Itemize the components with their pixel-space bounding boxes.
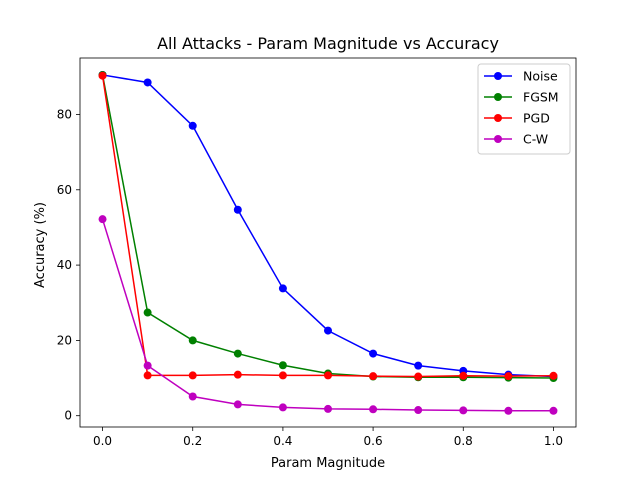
y-tick-label: 60	[57, 183, 72, 197]
data-point-c-w	[98, 215, 107, 224]
data-point-c-w	[143, 361, 152, 370]
data-point-c-w	[504, 406, 513, 415]
x-axis-label: Param Magnitude	[271, 456, 385, 471]
data-point-c-w	[459, 406, 468, 415]
y-tick-label: 0	[64, 409, 72, 423]
x-tick-label: 0.6	[364, 434, 383, 448]
legend: Noise FGSM PGD C-W	[477, 63, 571, 155]
data-point-pgd	[504, 372, 513, 381]
data-point-noise	[188, 121, 197, 130]
data-point-c-w	[233, 400, 242, 409]
data-point-pgd	[278, 371, 287, 380]
legend-box	[477, 63, 571, 155]
x-tick-label: 0.8	[454, 434, 473, 448]
data-point-noise	[278, 284, 287, 293]
data-point-pgd	[369, 372, 378, 381]
y-tick-label: 80	[57, 107, 72, 121]
legend-marker-fgsm	[494, 93, 502, 101]
data-point-fgsm	[233, 349, 242, 358]
data-point-pgd	[459, 371, 468, 380]
data-point-noise	[369, 349, 378, 358]
data-point-pgd	[98, 71, 107, 80]
legend-label-noise: Noise	[523, 69, 558, 84]
data-point-pgd	[414, 372, 423, 381]
data-point-noise	[414, 361, 423, 370]
data-point-pgd	[324, 371, 332, 380]
data-point-c-w	[188, 392, 197, 401]
plot-frame	[79, 57, 577, 428]
data-point-c-w	[324, 404, 332, 413]
data-point-noise	[324, 326, 332, 335]
legend-label-pgd: PGD	[523, 111, 550, 126]
legend-marker-noise	[494, 72, 502, 80]
legend-label-c-w: C-W	[523, 132, 548, 147]
data-point-pgd	[549, 371, 558, 380]
series-line-c-w	[101, 218, 554, 412]
legend-marker-pgd	[494, 114, 502, 122]
data-point-pgd	[143, 371, 152, 380]
y-tick-label: 20	[57, 333, 72, 347]
plot-area: 0.0 0.2 0.4 0.6 0.8 1.0 0 20 40 60 80	[57, 57, 577, 448]
data-point-fgsm	[143, 308, 152, 317]
x-tick-label: 0.0	[93, 434, 112, 448]
legend-marker-c-w	[494, 135, 502, 143]
y-tick-label: 40	[57, 258, 72, 272]
data-point-fgsm	[278, 361, 287, 370]
data-point-fgsm	[188, 336, 197, 345]
y-axis-label: Accuracy (%)	[33, 202, 48, 288]
x-tick-label: 0.2	[183, 434, 202, 448]
data-point-c-w	[549, 406, 558, 415]
data-point-noise	[143, 78, 152, 87]
legend-label-fgsm: FGSM	[523, 90, 559, 105]
data-point-pgd	[233, 370, 242, 379]
data-point-c-w	[369, 405, 378, 414]
chart-title: All Attacks - Param Magnitude vs Accurac…	[157, 34, 499, 53]
data-point-c-w	[414, 406, 423, 415]
data-point-noise	[233, 205, 242, 214]
x-tick-label: 1.0	[544, 434, 563, 448]
data-point-c-w	[278, 403, 287, 412]
data-point-pgd	[188, 371, 197, 380]
x-tick-label: 0.4	[273, 434, 292, 448]
